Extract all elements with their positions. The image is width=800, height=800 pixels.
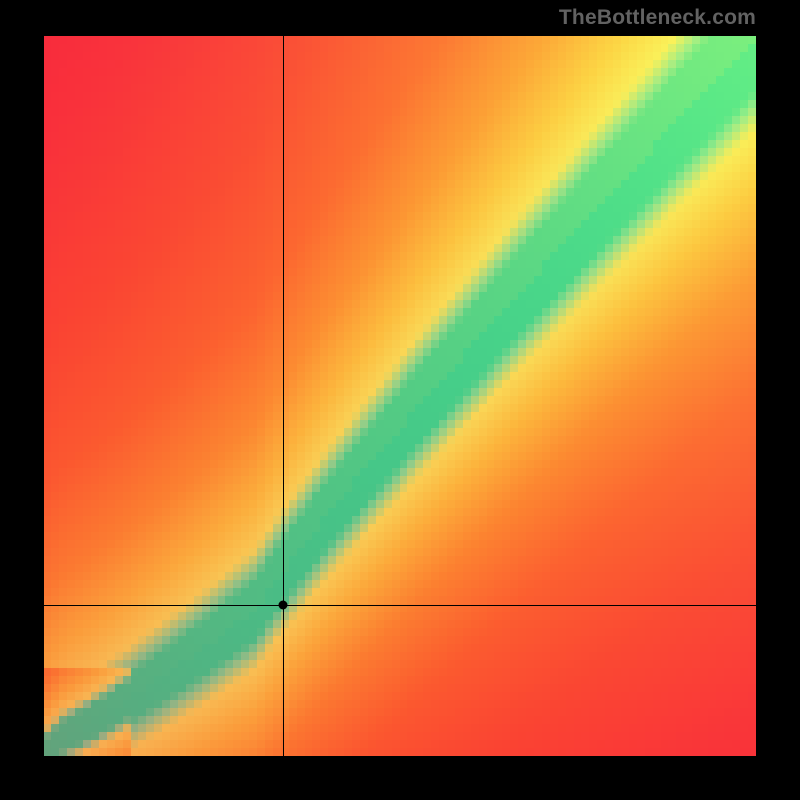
watermark-text: TheBottleneck.com xyxy=(559,6,756,30)
crosshair-horizontal xyxy=(44,605,756,606)
bottleneck-heatmap xyxy=(44,36,756,756)
crosshair-vertical xyxy=(283,36,284,756)
chart-container: TheBottleneck.com xyxy=(0,0,800,800)
plot-area xyxy=(44,36,756,756)
crosshair-marker-dot xyxy=(278,600,287,609)
